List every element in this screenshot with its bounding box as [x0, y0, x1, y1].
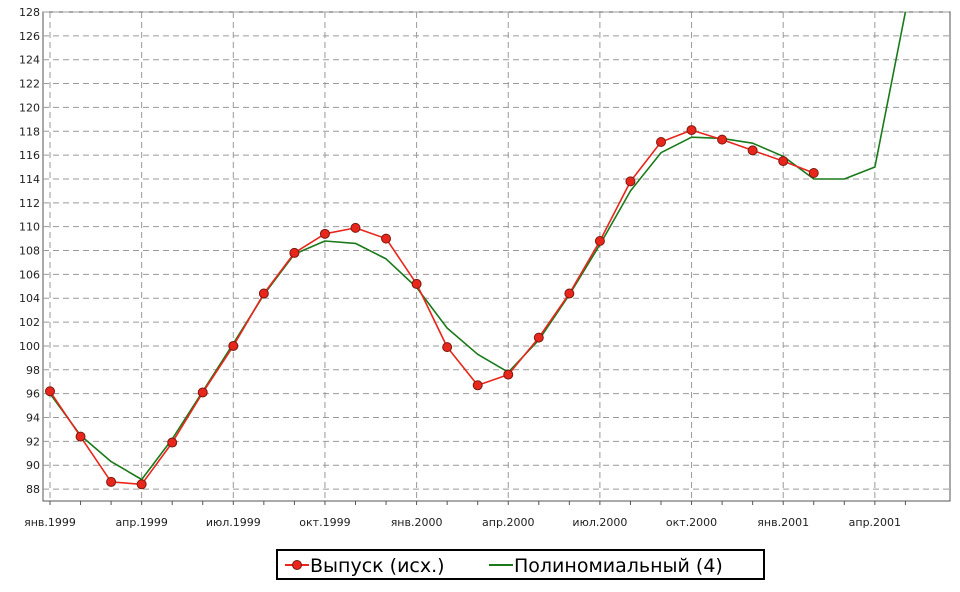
data-point — [747, 145, 758, 156]
y-tick-label: 102 — [19, 316, 40, 329]
y-tick-label: 116 — [19, 149, 40, 162]
grid — [43, 11, 950, 505]
data-point — [45, 386, 55, 397]
x-tick-label: апр.1999 — [115, 516, 167, 529]
data-point — [167, 437, 178, 448]
data-point — [808, 168, 819, 179]
y-tick-label: 106 — [19, 268, 40, 281]
data-point — [197, 387, 208, 398]
x-tick-label: апр.2000 — [482, 516, 534, 529]
series-line-2 — [49, 11, 907, 481]
series-line-1 — [49, 129, 815, 486]
y-tick-label: 100 — [19, 340, 40, 353]
y-tick-label: 88 — [26, 483, 40, 496]
y-tick-label: 94 — [26, 412, 40, 425]
y-tick-label: 104 — [19, 292, 40, 305]
data-point — [503, 369, 514, 380]
data-point — [656, 137, 666, 148]
y-tick-label: 92 — [26, 435, 40, 448]
legend-label-series1: Выпуск (исх.) — [310, 555, 445, 577]
x-tick-label: апр.2001 — [849, 516, 901, 529]
data-point — [228, 340, 239, 351]
x-tick-label: окт.2000 — [666, 516, 717, 529]
y-tick-label: 108 — [19, 245, 40, 258]
y-tick-label: 120 — [19, 101, 40, 114]
data-point — [106, 476, 117, 487]
data-point — [381, 233, 392, 244]
data-point — [411, 278, 422, 289]
y-tick-label: 112 — [19, 197, 40, 210]
y-tick-label: 124 — [19, 54, 40, 67]
y-tick-label: 114 — [19, 173, 40, 186]
plot-area — [42, 11, 951, 502]
data-point — [136, 479, 147, 490]
data-point — [717, 134, 728, 145]
x-tick-label: июл.2000 — [572, 516, 627, 529]
data-point — [686, 125, 697, 136]
y-tick-label: 122 — [19, 78, 40, 91]
legend: Выпуск (исх.) Полиномиальный (4) — [276, 549, 765, 580]
data-point — [778, 156, 789, 167]
data-point — [472, 380, 483, 391]
data-point — [533, 332, 544, 343]
y-tick-label: 128 — [19, 6, 40, 19]
legend-marker-series1 — [285, 560, 309, 570]
data-point — [289, 247, 300, 258]
y-tick-label: 118 — [19, 125, 40, 138]
y-tick-label: 110 — [19, 221, 40, 234]
data-point — [594, 235, 605, 246]
legend-marker-series2 — [489, 564, 513, 566]
data-point — [75, 431, 86, 442]
y-tick-label: 126 — [19, 30, 40, 43]
y-tick-label: 90 — [26, 459, 40, 472]
series — [45, 11, 907, 490]
y-tick-label: 96 — [26, 388, 40, 401]
y-tick-label: 98 — [26, 364, 40, 377]
data-point — [319, 228, 330, 239]
data-point — [258, 288, 269, 299]
legend-label-series2: Полиномиальный (4) — [514, 555, 723, 577]
data-point — [350, 222, 361, 233]
data-point — [564, 288, 575, 299]
x-tick-label: июл.1999 — [206, 516, 261, 529]
data-point — [625, 176, 636, 187]
data-point — [442, 342, 453, 353]
x-tick-label: окт.1999 — [299, 516, 350, 529]
x-tick-label: янв.1999 — [24, 516, 76, 529]
x-axis-ticks: янв.1999 апр.1999 июл.1999 окт.1999 янв.2000… — [24, 516, 901, 529]
x-tick-label: янв.2000 — [391, 516, 443, 529]
x-tick-label: янв.2001 — [757, 516, 809, 529]
y-axis-ticks: 88 90 92 94 96 98 100 102 104 106 108 110 112 114 116 1… — [19, 6, 40, 496]
